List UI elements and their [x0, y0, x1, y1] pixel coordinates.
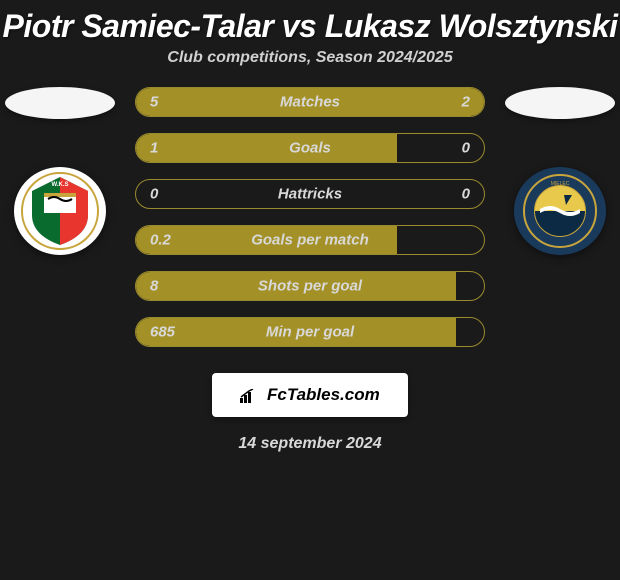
stat-value-right: 2	[462, 94, 470, 111]
right-side-column: MIELEC	[500, 87, 620, 363]
left-side-column: W.K.S	[0, 87, 120, 363]
stat-row: 0 Hattricks 0	[135, 179, 485, 209]
stat-fill-left	[136, 88, 383, 116]
right-club-badge: MIELEC	[514, 167, 606, 255]
brand-chart-icon	[240, 385, 263, 404]
stat-row: 8 Shots per goal	[135, 271, 485, 301]
stat-row: 5 Matches 2	[135, 87, 485, 117]
stat-row: 685 Min per goal	[135, 317, 485, 347]
stat-label: Goals	[289, 140, 331, 157]
slask-wroclaw-crest-icon: W.K.S	[20, 171, 100, 251]
stat-value-left: 0	[150, 186, 158, 203]
stat-value-right: 0	[462, 186, 470, 203]
stat-value-left: 8	[150, 278, 158, 295]
stat-fill-left	[136, 134, 397, 162]
left-flag-ellipse	[5, 87, 115, 119]
stat-value-left: 0.2	[150, 232, 171, 249]
left-club-badge: W.K.S	[14, 167, 106, 255]
stal-mielec-crest-icon: MIELEC	[520, 171, 600, 251]
page-title: Piotr Samiec-Talar vs Lukasz Wolsztynski	[0, 0, 620, 49]
stat-value-left: 5	[150, 94, 158, 111]
svg-text:W.K.S: W.K.S	[51, 182, 68, 188]
stat-row: 0.2 Goals per match	[135, 225, 485, 255]
brand-badge[interactable]: FcTables.com	[212, 373, 407, 417]
stat-value-left: 1	[150, 140, 158, 157]
stats-column: 5 Matches 2 1 Goals 0 0 Hattricks 0 0.2 Goals per …	[120, 87, 500, 363]
stat-value-right: 0	[462, 140, 470, 157]
stat-label: Hattricks	[278, 186, 342, 203]
right-flag-ellipse	[505, 87, 615, 119]
brand-text: FcTables.com	[267, 385, 380, 404]
stat-label: Shots per goal	[258, 278, 362, 295]
stat-label: Goals per match	[251, 232, 369, 249]
date-text: 14 september 2024	[0, 435, 620, 453]
svg-text:MIELEC: MIELEC	[551, 181, 570, 187]
stat-row: 1 Goals 0	[135, 133, 485, 163]
stat-value-left: 685	[150, 324, 175, 341]
subtitle: Club competitions, Season 2024/2025	[0, 49, 620, 67]
stat-label: Min per goal	[266, 324, 354, 341]
stat-label: Matches	[280, 94, 340, 111]
